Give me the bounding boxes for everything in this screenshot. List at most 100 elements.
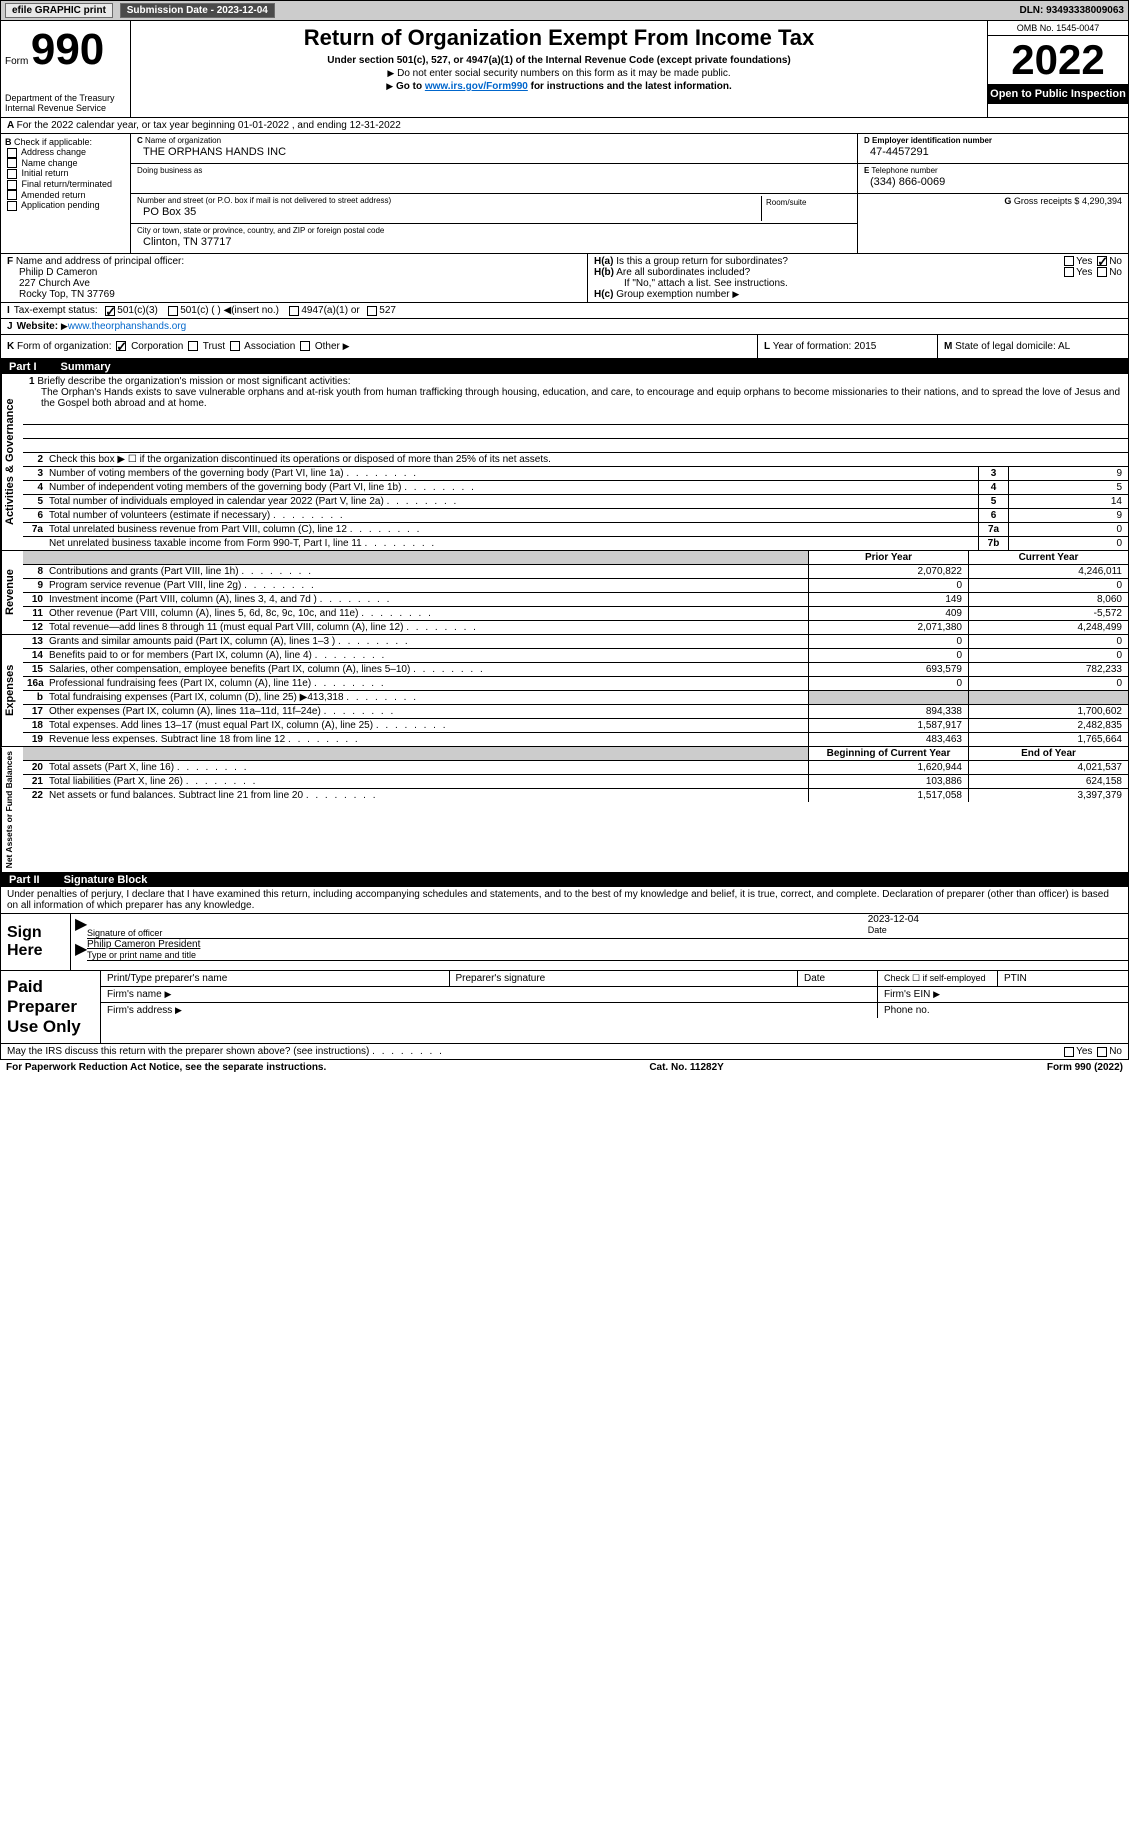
signature-of-officer[interactable]: Signature of officer — [87, 914, 868, 939]
paid-preparer-label: Paid Preparer Use Only — [1, 971, 101, 1043]
summary-line: 22 Net assets or fund balances. Subtract… — [23, 789, 1128, 802]
summary-line: 10 Investment income (Part VIII, column … — [23, 593, 1128, 607]
phone: (334) 866-0069 — [864, 175, 1122, 191]
efile-button[interactable]: efile GRAPHIC print — [5, 3, 113, 18]
signature-arrow-icon: ▶ — [75, 914, 87, 939]
arrow-icon — [387, 68, 394, 79]
row-fh: F Name and address of principal officer:… — [1, 254, 1128, 303]
summary-line: 17 Other expenses (Part IX, column (A), … — [23, 705, 1128, 719]
ein: 47-4457291 — [864, 145, 1122, 161]
submission-date-button[interactable]: Submission Date - 2023-12-04 — [120, 3, 275, 18]
checkbox-discuss-no[interactable] — [1097, 1047, 1107, 1057]
year-formation: 2015 — [854, 341, 876, 352]
prior-value: 1,620,944 — [808, 761, 968, 774]
arrow-icon — [164, 989, 171, 1000]
part-2-header: Part IISignature Block — [1, 873, 1128, 887]
dba-name — [137, 175, 851, 191]
summary-line: 9 Program service revenue (Part VIII, li… — [23, 579, 1128, 593]
checkbox-hb-no[interactable] — [1097, 267, 1107, 277]
line-value: 5 — [1008, 481, 1128, 494]
form-word: Form — [5, 56, 28, 67]
prior-value: 409 — [808, 607, 968, 620]
checkbox-initial-return[interactable] — [7, 169, 17, 179]
header-bar: efile GRAPHIC print Submission Date - 20… — [0, 0, 1129, 21]
summary-line: 12 Total revenue—add lines 8 through 11 … — [23, 621, 1128, 634]
prior-value: 1,517,058 — [808, 789, 968, 802]
irs-link[interactable]: www.irs.gov/Form990 — [425, 81, 528, 92]
box-c: C Name of organization THE ORPHANS HANDS… — [131, 134, 858, 253]
summary-line: 21 Total liabilities (Part X, line 26) 1… — [23, 775, 1128, 789]
current-value: 782,233 — [968, 663, 1128, 676]
checkbox-address-change[interactable] — [7, 148, 17, 158]
form-title: Return of Organization Exempt From Incom… — [139, 25, 979, 51]
checkbox-501c3[interactable] — [105, 306, 115, 316]
line-value: 14 — [1008, 495, 1128, 508]
line-value: 9 — [1008, 467, 1128, 480]
exp-vlabel: Expenses — [1, 635, 23, 746]
checkbox-ha-no[interactable] — [1097, 256, 1107, 266]
current-value: 4,021,537 — [968, 761, 1128, 774]
sign-here-label: Sign Here — [1, 914, 71, 970]
summary-line: 18 Total expenses. Add lines 13–17 (must… — [23, 719, 1128, 733]
prior-value: 0 — [808, 649, 968, 662]
checkbox-other[interactable] — [300, 341, 310, 351]
omb-label: OMB No. 1545-0047 — [988, 21, 1128, 36]
website-link[interactable]: www.theorphanshands.org — [68, 321, 186, 332]
row-i: I Tax-exempt status: 501(c)(3) 501(c) ( … — [1, 303, 1128, 319]
checkbox-ha-yes[interactable] — [1064, 256, 1074, 266]
current-value: 0 — [968, 635, 1128, 648]
org-name: THE ORPHANS HANDS INC — [137, 145, 851, 161]
part-1-header: Part ISummary — [1, 360, 1128, 374]
box-b: B Check if applicable: Address change Na… — [1, 134, 131, 253]
summary-line: b Total fundraising expenses (Part IX, c… — [23, 691, 1128, 705]
summary-line: 6 Total number of volunteers (estimate i… — [23, 509, 1128, 523]
checkbox-trust[interactable] — [188, 341, 198, 351]
signature-arrow-icon: ▶ — [75, 939, 87, 961]
current-year-header: Current Year — [968, 551, 1128, 564]
current-value: 4,248,499 — [968, 621, 1128, 634]
current-value: 0 — [968, 579, 1128, 592]
prior-value: 0 — [808, 635, 968, 648]
summary-line: 16a Professional fundraising fees (Part … — [23, 677, 1128, 691]
checkbox-527[interactable] — [367, 306, 377, 316]
arrow-icon — [175, 1005, 182, 1016]
open-public-badge: Open to Public Inspection — [988, 84, 1128, 104]
dln-label: DLN: 93493338009063 — [1019, 5, 1124, 16]
checkbox-hb-yes[interactable] — [1064, 267, 1074, 277]
row-klm: K Form of organization: Corporation Trus… — [1, 335, 1128, 360]
current-value: 4,246,011 — [968, 565, 1128, 578]
preparer-selfemployed: Check ☐ if self-employed — [878, 971, 998, 986]
summary-line: 15 Salaries, other compensation, employe… — [23, 663, 1128, 677]
line-value: 9 — [1008, 509, 1128, 522]
arrow-icon — [386, 81, 393, 92]
checkbox-pending[interactable] — [7, 201, 17, 211]
checkbox-discuss-yes[interactable] — [1064, 1047, 1074, 1057]
checkbox-assoc[interactable] — [230, 341, 240, 351]
prior-value: 2,070,822 — [808, 565, 968, 578]
summary-line: Net unrelated business taxable income fr… — [23, 537, 1128, 550]
top-left-cell: Form 990 Department of the Treasury Inte… — [1, 21, 131, 117]
signature-date: 2023-12-04 Date — [868, 914, 1128, 939]
signature-declaration: Under penalties of perjury, I declare th… — [1, 887, 1128, 914]
room-suite: Room/suite — [761, 196, 851, 221]
checkbox-final-return[interactable] — [7, 180, 17, 190]
city-state-zip: Clinton, TN 37717 — [137, 235, 851, 251]
line-value: 0 — [1008, 523, 1128, 536]
netassets-section: Net Assets or Fund Balances Beginning of… — [1, 747, 1128, 873]
ptin-header: PTIN — [998, 971, 1128, 986]
box-f: F Name and address of principal officer:… — [1, 254, 588, 302]
discuss-row: May the IRS discuss this return with the… — [1, 1044, 1128, 1060]
gross-receipts: 4,290,394 — [1082, 196, 1122, 206]
mission-text: The Orphan's Hands exists to save vulner… — [29, 387, 1122, 409]
revenue-section: Revenue Prior Year Current Year 8 Contri… — [1, 551, 1128, 635]
summary-line: 7a Total unrelated business revenue from… — [23, 523, 1128, 537]
sign-here-block: Sign Here ▶ Signature of officer 2023-12… — [1, 914, 1128, 971]
checkbox-501c[interactable] — [168, 306, 178, 316]
checkbox-corp[interactable] — [116, 341, 126, 351]
prior-value: 2,071,380 — [808, 621, 968, 634]
end-year-header: End of Year — [968, 747, 1128, 760]
checkbox-name-change[interactable] — [7, 158, 17, 168]
checkbox-amended[interactable] — [7, 190, 17, 200]
state-domicile: AL — [1058, 341, 1070, 352]
checkbox-4947[interactable] — [289, 306, 299, 316]
